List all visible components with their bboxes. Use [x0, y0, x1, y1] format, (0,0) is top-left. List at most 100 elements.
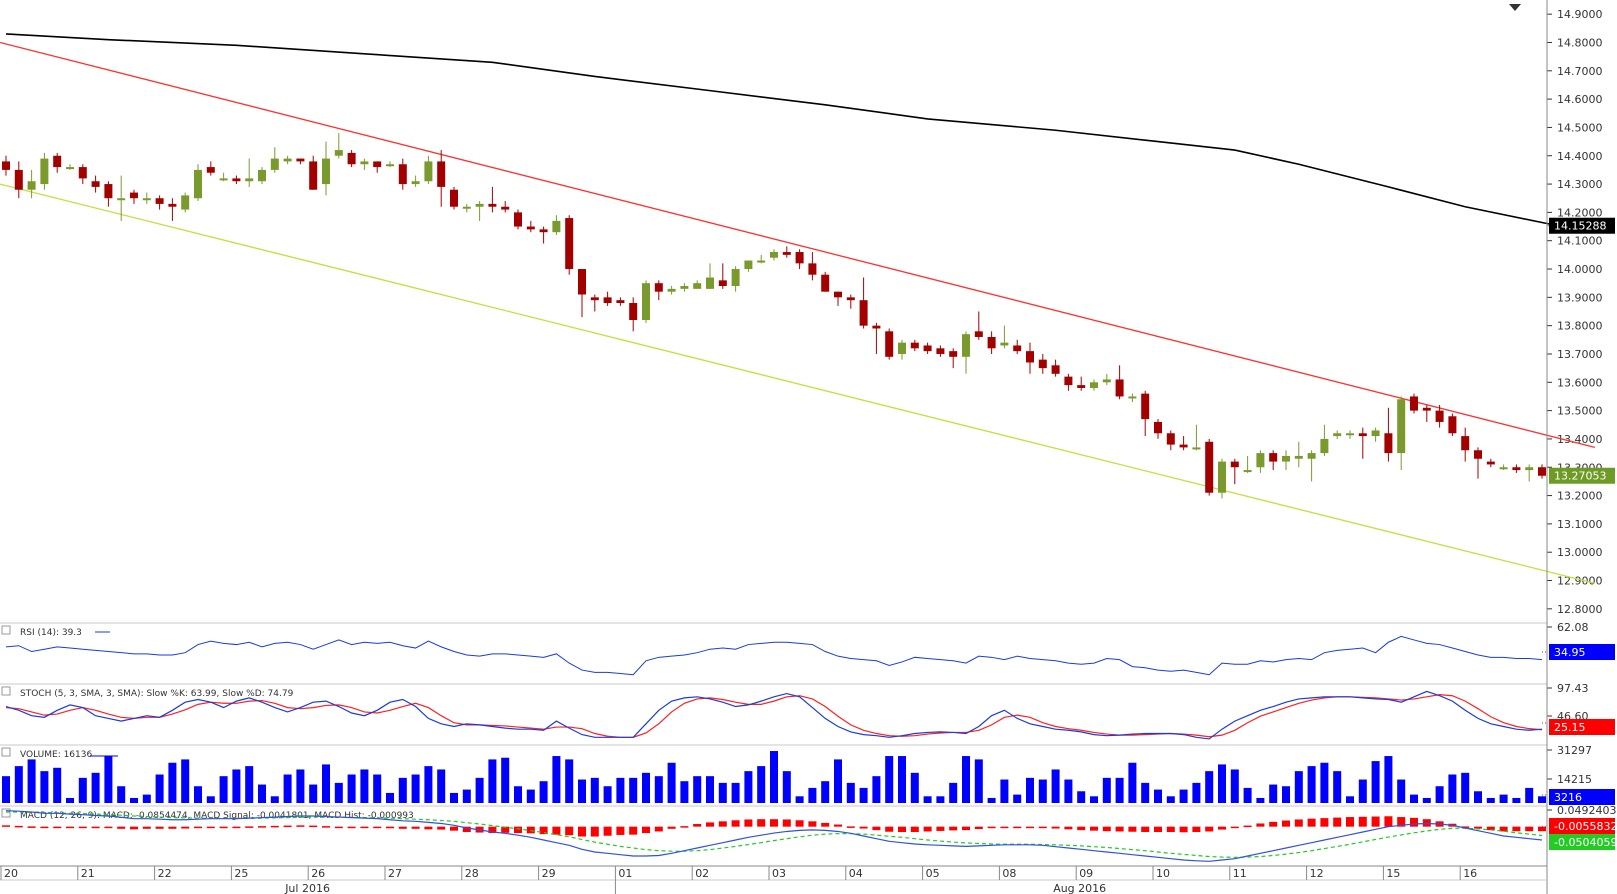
macd-line — [5, 810, 1543, 862]
volume-bar — [603, 786, 612, 803]
volume-bar — [1128, 762, 1137, 803]
volume-bar — [808, 787, 817, 803]
volume-bar — [1294, 771, 1303, 803]
macd-hist-bar — [117, 826, 126, 829]
macd-hist-bar — [347, 826, 356, 829]
volume-bar — [398, 777, 407, 803]
volume-bar — [1064, 779, 1073, 803]
macd-hist-bar — [590, 826, 599, 837]
volume-bar — [462, 789, 471, 803]
volume-bar — [14, 766, 23, 803]
volume-bar — [1269, 784, 1278, 803]
macd-hist-bar — [936, 826, 945, 831]
volume-bar — [1410, 794, 1418, 803]
stoch-panel: STOCH (5, 3, SMA, 3, SMA): Slow %K: 63.9… — [0, 682, 1615, 740]
price-tick-label: 12.8000 — [1557, 603, 1603, 616]
candle-body — [1525, 467, 1534, 471]
macd-hist-bar — [770, 819, 778, 827]
rsi-panel: RSI (14): 39.3 62.08 34.95 — [0, 621, 1615, 676]
candle-body — [1038, 359, 1047, 369]
candle-body — [859, 300, 868, 326]
volume-bar — [117, 786, 126, 803]
macd-hist-bar — [1474, 826, 1482, 829]
volume-bar — [91, 772, 100, 803]
macd-hist-bar — [411, 826, 420, 829]
candle-body — [181, 195, 190, 210]
macd-hist-bar — [565, 826, 574, 836]
volume-bar — [1371, 761, 1380, 803]
axis-layer: 20 21 22 25 26 27 28 29 01 02 03 04 05 08 09 10 11 12 15 16… — [0, 0, 1548, 894]
macd-hist-bar — [603, 826, 612, 836]
macd-hist-bar — [1000, 826, 1009, 829]
price-tick-label: 14.6000 — [1557, 93, 1603, 106]
candle-body — [206, 167, 215, 173]
volume-bar — [1038, 779, 1047, 803]
stoch-close-icon — [1, 686, 11, 696]
volume-bar — [795, 796, 804, 803]
stoch-tick-label: 97.43 — [1557, 682, 1589, 695]
macd-hist-bar — [578, 826, 586, 837]
candle-body — [1179, 444, 1188, 448]
price-tick-label: 13.7000 — [1557, 348, 1603, 361]
macd-hist-bar — [1538, 826, 1546, 832]
rsi-value-tag-box — [1549, 644, 1615, 660]
volume-bar — [885, 756, 894, 803]
volume-bar — [526, 789, 535, 803]
rsi-value-tag: 34.95 — [1554, 646, 1586, 659]
volume-bar — [155, 774, 164, 803]
macd-hist-bar — [514, 826, 522, 834]
volume-bar — [654, 776, 663, 803]
volume-bar — [910, 772, 919, 803]
volume-bar — [411, 774, 420, 803]
volume-bar — [1192, 782, 1201, 803]
day-label: 16 — [1463, 867, 1477, 880]
volume-bar — [1486, 797, 1495, 803]
macd-hist-bar — [322, 826, 330, 828]
volume-bar — [590, 777, 599, 803]
macd-hist-bar — [910, 826, 919, 832]
candle-body — [1026, 351, 1034, 363]
macd-hist-bar — [1115, 826, 1124, 832]
macd-hist-bar — [206, 826, 215, 829]
volume-tick-label: 14215 — [1557, 773, 1592, 786]
candle-body — [501, 206, 510, 210]
candle-body — [1013, 345, 1022, 352]
macd-hist-bar — [1320, 818, 1329, 827]
macd-hist-bar — [1230, 826, 1239, 829]
stoch-label: STOCH (5, 3, SMA, 3, SMA): Slow %K: 63.9… — [20, 689, 294, 699]
price-tick-label: 14.5000 — [1557, 121, 1603, 134]
macd-hist-bar — [718, 821, 727, 827]
macd-hist-bar — [1371, 816, 1380, 827]
candle-body — [1384, 433, 1393, 454]
volume-bar — [168, 762, 177, 803]
macd-hist-bar — [386, 826, 394, 829]
volume-bar — [1090, 796, 1098, 803]
ma-value-tag: 14.15288 — [1554, 220, 1607, 233]
macd-hist-bar — [219, 826, 228, 829]
candle-body — [462, 206, 471, 209]
candle-body — [219, 178, 228, 181]
macd-hist-bar — [1512, 826, 1521, 832]
volume-bar — [1538, 796, 1546, 803]
volume-bar — [1474, 791, 1482, 803]
macd-hist-bar — [78, 826, 87, 829]
volume-bar — [1077, 791, 1086, 803]
macd-panel: MACD (12, 26, 9): MACD: -0.0854474, MACD… — [0, 804, 1617, 862]
price-tick-label: 14.4000 — [1557, 150, 1603, 163]
candle-body — [693, 283, 702, 289]
macd-label: MACD (12, 26, 9): MACD: -0.0854474, MACD… — [20, 811, 414, 821]
macd-hist-bar — [258, 826, 266, 828]
candle-body — [1448, 416, 1457, 434]
candle-body — [1000, 342, 1009, 346]
macd-hist-bar — [629, 826, 638, 835]
volume-bar — [206, 796, 215, 803]
day-label: 05 — [926, 867, 940, 880]
macd-hist-bar — [91, 826, 100, 829]
macd-hist-bar — [142, 826, 151, 829]
candle-body — [962, 334, 970, 357]
macd-hist-bar — [40, 826, 49, 829]
volume-bar — [270, 796, 279, 803]
macd-hist-bar — [1154, 826, 1162, 832]
day-label: 21 — [81, 867, 95, 880]
